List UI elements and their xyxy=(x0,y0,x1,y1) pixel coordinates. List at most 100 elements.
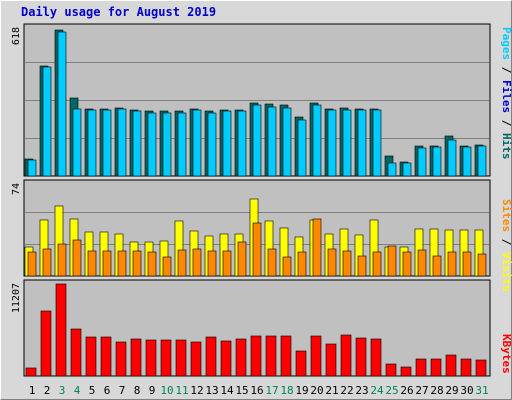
bar-kbytes-day-16 xyxy=(250,335,262,377)
bar-kbytes-day-26 xyxy=(400,366,412,377)
day-label-3: 3 xyxy=(59,384,66,397)
panel-kbytes-legend: KBytes xyxy=(500,334,512,374)
bar-kbytes-day-29 xyxy=(445,354,457,377)
bar-kbytes-day-6 xyxy=(100,336,112,377)
bar-kbytes-day-10 xyxy=(160,339,172,377)
bar-kbytes-day-14 xyxy=(220,340,232,377)
bar-files-day-19 xyxy=(297,119,307,177)
bar-kbytes-day-2 xyxy=(40,310,52,377)
bar-kbytes-day-24 xyxy=(370,338,382,377)
bar-sites-day-2 xyxy=(42,248,52,277)
bar-kbytes-day-4 xyxy=(70,328,82,377)
bar-files-day-16 xyxy=(252,104,262,177)
bar-sites-day-14 xyxy=(222,250,232,277)
bar-sites-day-6 xyxy=(102,250,112,277)
panel-visits-bars xyxy=(24,198,487,277)
bar-files-day-9 xyxy=(147,112,157,177)
bar-files-day-31 xyxy=(477,145,487,177)
bar-files-day-13 xyxy=(207,112,217,177)
panel-hits-legend: Pages / Files / Hits xyxy=(500,27,512,160)
bar-kbytes-day-11 xyxy=(175,339,187,377)
bar-files-day-30 xyxy=(462,146,472,177)
bar-kbytes-day-27 xyxy=(415,358,427,377)
day-label-2: 2 xyxy=(44,384,51,397)
bar-files-day-29 xyxy=(447,139,457,177)
bar-files-day-27 xyxy=(417,147,427,177)
bar-files-day-25 xyxy=(387,162,397,177)
bar-kbytes-day-31 xyxy=(475,359,487,377)
day-label-16: 16 xyxy=(250,384,263,397)
bar-sites-day-18 xyxy=(282,256,292,277)
bar-files-day-12 xyxy=(192,109,202,177)
day-label-18: 18 xyxy=(280,384,293,397)
bar-sites-day-25 xyxy=(387,245,397,277)
panel-visits-ymax-label: 74 xyxy=(11,183,22,195)
bar-kbytes-day-30 xyxy=(460,358,472,377)
bar-files-day-20 xyxy=(312,104,322,177)
legend-hits: Hits xyxy=(500,133,512,160)
bar-kbytes-day-22 xyxy=(340,334,352,377)
bar-files-day-21 xyxy=(327,109,337,177)
panel-hits-ymax-label: 618 xyxy=(11,27,22,45)
day-label-26: 26 xyxy=(400,384,413,397)
bar-sites-day-24 xyxy=(372,251,382,277)
bar-sites-day-29 xyxy=(447,251,457,277)
bar-kbytes-day-9 xyxy=(145,339,157,377)
bar-files-day-2 xyxy=(42,66,52,177)
panel-kbytes-ymax-label: 11207 xyxy=(11,283,22,313)
bar-files-day-3 xyxy=(57,31,67,177)
bar-sites-day-16 xyxy=(252,222,262,277)
bar-files-day-15 xyxy=(237,110,247,177)
bar-files-day-6 xyxy=(102,109,112,177)
bar-files-day-4 xyxy=(72,108,82,177)
bar-sites-day-20 xyxy=(312,218,322,277)
day-label-6: 6 xyxy=(104,384,111,397)
day-label-14: 14 xyxy=(220,384,234,397)
bar-files-day-17 xyxy=(267,106,277,177)
panel-hits-bars xyxy=(24,29,487,177)
legend-visits: Visits xyxy=(500,252,512,292)
bar-sites-day-23 xyxy=(357,255,367,277)
bar-sites-day-7 xyxy=(117,250,127,277)
day-label-9: 9 xyxy=(149,384,156,397)
bar-sites-day-12 xyxy=(192,248,202,277)
legend-pages: Pages xyxy=(500,27,512,60)
day-label-15: 15 xyxy=(235,384,248,397)
bar-kbytes-day-19 xyxy=(295,350,307,377)
bar-kbytes-day-12 xyxy=(190,341,202,377)
day-label-22: 22 xyxy=(340,384,353,397)
bar-files-day-11 xyxy=(177,112,187,177)
bar-kbytes-day-20 xyxy=(310,335,322,377)
bar-files-day-18 xyxy=(282,107,292,177)
day-label-4: 4 xyxy=(74,384,81,397)
bar-kbytes-day-3 xyxy=(55,283,67,377)
day-label-8: 8 xyxy=(134,384,141,397)
bar-sites-day-19 xyxy=(297,251,307,277)
bar-kbytes-day-25 xyxy=(385,363,397,377)
day-label-19: 19 xyxy=(295,384,308,397)
bar-sites-day-21 xyxy=(327,248,337,277)
bar-kbytes-day-21 xyxy=(325,343,337,377)
day-label-11: 11 xyxy=(175,384,188,397)
bar-kbytes-day-18 xyxy=(280,335,292,377)
bar-sites-day-1 xyxy=(27,251,37,277)
day-label-21: 21 xyxy=(325,384,338,397)
bar-sites-day-28 xyxy=(432,255,442,277)
bar-sites-day-26 xyxy=(402,251,412,277)
day-label-24: 24 xyxy=(370,384,384,397)
bar-files-day-22 xyxy=(342,109,352,177)
legend-files: Files xyxy=(500,80,512,113)
legend-kbytes: KBytes xyxy=(500,334,512,374)
day-labels: 1 2 3 4 5 6 7 8 9 10 11 12 13 14 15 16 17 18 19 20 21 22 23 24 2… xyxy=(29,384,489,397)
bar-sites-day-3 xyxy=(57,243,67,277)
day-label-13: 13 xyxy=(205,384,218,397)
day-label-29: 29 xyxy=(445,384,458,397)
bar-files-day-5 xyxy=(87,109,97,177)
bar-files-day-1 xyxy=(27,159,37,177)
bar-kbytes-day-15 xyxy=(235,338,247,377)
legend-sep-2: / xyxy=(500,113,512,133)
day-label-27: 27 xyxy=(415,384,428,397)
day-label-5: 5 xyxy=(89,384,96,397)
bar-sites-day-13 xyxy=(207,250,217,277)
